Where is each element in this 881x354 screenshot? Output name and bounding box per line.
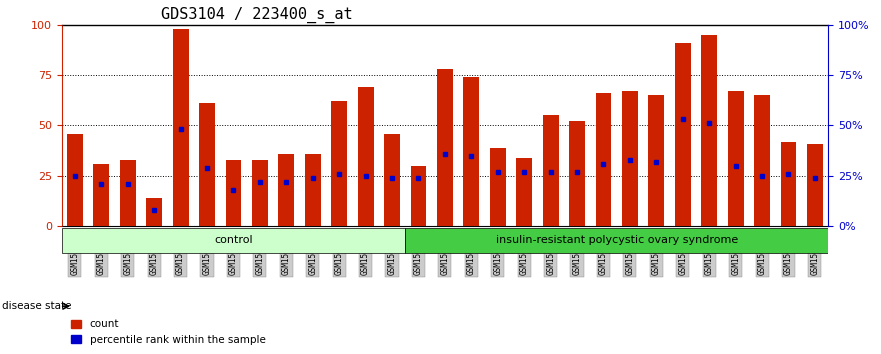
Bar <box>411 166 426 226</box>
Bar <box>278 154 294 226</box>
Bar <box>622 91 638 226</box>
Text: disease state: disease state <box>2 301 71 311</box>
Bar <box>754 95 770 226</box>
Bar <box>701 35 717 226</box>
Bar <box>543 115 559 226</box>
Bar <box>331 101 347 226</box>
Bar <box>199 103 215 226</box>
Bar <box>146 198 162 226</box>
Bar <box>120 160 136 226</box>
FancyBboxPatch shape <box>405 228 828 253</box>
Bar <box>384 133 400 226</box>
Legend: count, percentile rank within the sample: count, percentile rank within the sample <box>67 315 270 349</box>
Text: insulin-resistant polycystic ovary syndrome: insulin-resistant polycystic ovary syndr… <box>496 235 737 245</box>
Bar <box>437 69 453 226</box>
Bar <box>252 160 268 226</box>
Bar <box>807 144 823 226</box>
Bar <box>305 154 321 226</box>
Bar <box>490 148 506 226</box>
Bar <box>67 133 83 226</box>
Bar <box>226 160 241 226</box>
Bar <box>463 77 479 226</box>
Bar <box>358 87 374 226</box>
Bar <box>648 95 664 226</box>
Bar <box>728 91 744 226</box>
Bar <box>516 158 532 226</box>
Text: control: control <box>214 235 253 245</box>
Bar <box>173 29 189 226</box>
Bar <box>675 43 691 226</box>
Bar <box>93 164 109 226</box>
Text: GDS3104 / 223400_s_at: GDS3104 / 223400_s_at <box>161 7 353 23</box>
Bar <box>569 121 585 226</box>
Bar <box>781 142 796 226</box>
Bar <box>596 93 611 226</box>
FancyBboxPatch shape <box>62 228 405 253</box>
